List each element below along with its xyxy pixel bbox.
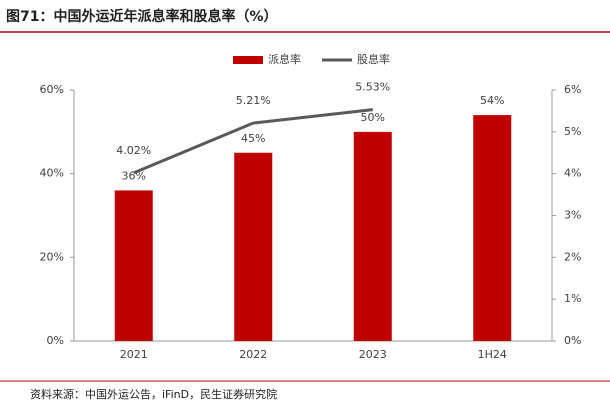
- y2-tick-label: 4%: [564, 167, 581, 180]
- x-tick-label: 2021: [120, 348, 148, 361]
- y-tick-label: 20%: [40, 250, 64, 263]
- y-tick-label: 0%: [47, 334, 64, 347]
- x-tick-label: 2022: [239, 348, 267, 361]
- bar: [473, 115, 512, 341]
- bar: [234, 152, 273, 341]
- data-label: 5.21%: [236, 94, 271, 107]
- y2-tick-label: 2%: [564, 250, 581, 263]
- y2-tick-label: 1%: [564, 292, 581, 305]
- y2-tick-label: 0%: [564, 334, 581, 347]
- x-tick-label: 2023: [359, 348, 387, 361]
- y2-tick-label: 3%: [564, 209, 581, 222]
- y2-tick-label: 6%: [564, 83, 581, 96]
- y-tick-label: 40%: [40, 167, 64, 180]
- y-tick-label: 60%: [40, 83, 64, 96]
- source: 资料来源：中国外运公告，iFinD，民生证券研究院: [30, 387, 277, 401]
- bar: [114, 190, 153, 341]
- y2-tick-label: 5%: [564, 125, 581, 138]
- data-label: 36%: [122, 169, 146, 182]
- x-tick-label: 1H24: [478, 348, 507, 361]
- bar: [353, 131, 392, 341]
- chart-title: 图71：中国外运近年派息率和股息率（%）: [6, 8, 278, 25]
- data-label: 4.02%: [116, 144, 151, 157]
- legend-label: 股息率: [357, 52, 390, 66]
- data-label: 54%: [480, 94, 504, 107]
- data-label: 45%: [241, 132, 265, 145]
- legend-swatch: [233, 56, 263, 64]
- legend-label: 派息率: [268, 52, 301, 66]
- data-label: 50%: [361, 111, 385, 124]
- data-label: 5.53%: [355, 81, 390, 94]
- line: [133, 108, 373, 175]
